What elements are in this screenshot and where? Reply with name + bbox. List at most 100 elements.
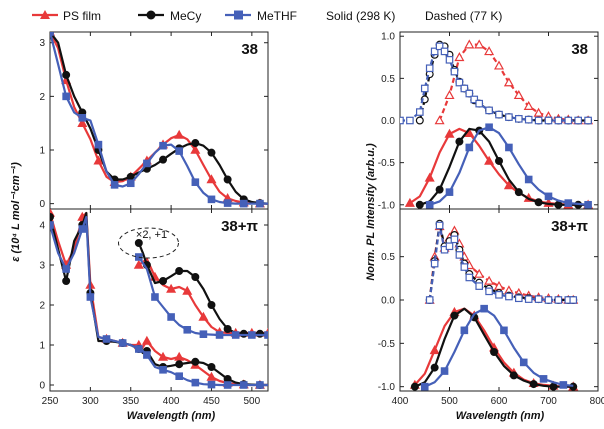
data-point <box>544 192 553 201</box>
data-point <box>514 294 523 303</box>
legend-solid-note: Solid (298 K) <box>326 9 395 23</box>
plot-area <box>409 219 579 391</box>
y-tick-label: 0 <box>39 381 45 392</box>
data-point <box>584 200 592 209</box>
data-point <box>255 329 264 338</box>
data-point <box>134 239 143 248</box>
data-point <box>158 351 169 361</box>
data-point <box>544 116 553 125</box>
data-point <box>415 116 424 125</box>
y-tick-label: 0.5 <box>381 74 395 85</box>
legend-item-ps-film: PS film <box>32 9 101 23</box>
data-point <box>435 185 444 194</box>
data-point <box>455 78 464 87</box>
annotation-label: ×2, +1 <box>136 229 167 241</box>
series-line <box>50 32 268 205</box>
left-xaxis-label: Wavelength (nm) <box>127 410 216 422</box>
series-methf-77-k <box>425 221 578 304</box>
x-tick-label: 350 <box>122 396 139 407</box>
y-tick-label: 1 <box>39 146 45 157</box>
data-point <box>584 116 592 125</box>
data-point <box>425 200 434 209</box>
data-point <box>480 304 488 313</box>
data-point <box>484 155 495 165</box>
series-line <box>424 307 574 388</box>
y-tick-label: 1.0 <box>381 32 395 43</box>
data-point <box>534 198 543 207</box>
data-point <box>248 331 256 339</box>
data-point <box>460 326 469 335</box>
data-point <box>182 285 193 295</box>
data-point <box>425 296 434 304</box>
data-point <box>166 283 177 293</box>
data-point <box>62 265 70 273</box>
data-point <box>450 311 459 320</box>
data-point <box>207 363 216 372</box>
data-point <box>191 139 200 148</box>
series-mecy-2-1 <box>134 239 268 338</box>
data-point <box>440 47 449 56</box>
plot-area <box>50 209 268 390</box>
right-yaxis-label: Norm. PL Intensity (arb.u.) <box>365 143 377 281</box>
legend-label-methf: MeTHF <box>257 9 297 23</box>
circle-marker-icon <box>146 10 156 20</box>
data-point <box>199 330 208 339</box>
data-point <box>175 267 184 276</box>
data-point <box>406 116 414 125</box>
data-point <box>554 200 563 209</box>
data-point <box>191 273 200 282</box>
data-point <box>523 100 534 110</box>
series-methf <box>50 32 268 208</box>
data-point <box>554 296 563 304</box>
data-point <box>223 175 232 184</box>
series-line <box>429 126 589 206</box>
data-point <box>206 174 217 184</box>
x-tick-label: 500 <box>441 396 458 407</box>
data-point <box>78 114 87 122</box>
panel-frame <box>49 208 269 392</box>
left-yaxis-label: ε (10⁴ L mol⁻¹cm⁻¹) <box>10 162 22 262</box>
data-point <box>207 380 216 389</box>
data-point <box>223 325 232 334</box>
x-tick-label: 800 <box>590 396 604 407</box>
data-point <box>416 108 424 116</box>
panel-tag: 38+π <box>221 218 258 235</box>
data-point <box>539 375 548 383</box>
data-point <box>175 147 183 155</box>
data-point <box>159 141 167 150</box>
series-methf <box>420 304 574 391</box>
data-point <box>424 172 435 182</box>
data-point <box>474 39 485 49</box>
data-point <box>574 116 583 125</box>
data-point <box>430 363 439 372</box>
data-point <box>430 259 439 268</box>
data-point <box>484 46 495 56</box>
data-point <box>484 275 495 285</box>
y-tick-label: -0.5 <box>378 158 396 169</box>
data-point <box>206 371 217 381</box>
y-tick-label: -1.0 <box>378 200 396 211</box>
data-point <box>513 89 524 100</box>
data-point <box>207 195 216 204</box>
data-point <box>445 56 454 64</box>
legend-label-mecy: MeCy <box>170 9 201 23</box>
y-tick-label: 4 <box>39 221 45 232</box>
data-point <box>174 129 185 139</box>
data-point <box>564 199 573 207</box>
series-mecy <box>410 307 578 391</box>
series-methf <box>425 123 592 209</box>
data-point <box>505 292 513 301</box>
data-point <box>78 225 87 233</box>
data-point <box>544 296 553 304</box>
data-point <box>118 339 127 347</box>
data-point <box>465 89 474 98</box>
panel-tag: 38 <box>241 41 258 58</box>
data-point <box>500 326 508 335</box>
right-xaxis-label: Wavelength (nm) <box>456 410 545 422</box>
data-point <box>175 372 183 381</box>
y-tick-label: 3 <box>39 38 45 49</box>
x-tick-label: 250 <box>42 396 59 407</box>
data-point <box>77 117 88 127</box>
data-point <box>264 331 268 339</box>
